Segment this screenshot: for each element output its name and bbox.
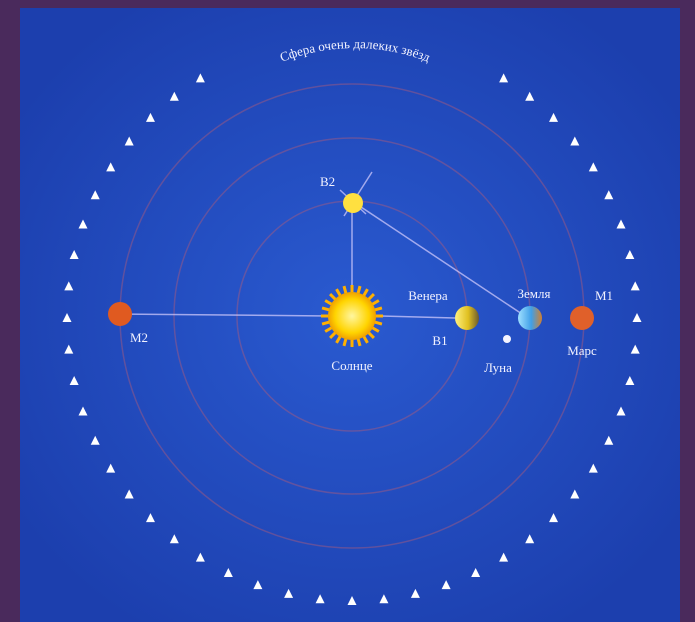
star — [471, 567, 481, 577]
line-sun-venus — [379, 315, 456, 319]
star — [69, 375, 79, 385]
star — [78, 406, 88, 416]
star — [570, 489, 580, 499]
label-m2: М2 — [130, 330, 148, 345]
star — [284, 588, 294, 598]
line-m2-sun — [119, 313, 331, 317]
star — [441, 580, 451, 590]
star — [549, 112, 559, 122]
star — [315, 594, 325, 604]
star — [90, 190, 100, 200]
label-mars: Марс — [567, 343, 597, 358]
star — [625, 250, 635, 260]
star — [630, 344, 640, 354]
line-b2-earth — [354, 202, 526, 317]
star — [223, 567, 233, 577]
star — [588, 162, 598, 172]
star — [630, 281, 640, 291]
star — [499, 73, 509, 83]
label-b1: В1 — [432, 333, 447, 348]
star — [525, 91, 535, 101]
star — [253, 580, 263, 590]
star — [64, 281, 74, 291]
star — [625, 375, 635, 385]
star — [195, 73, 205, 83]
star — [499, 552, 509, 562]
star — [588, 463, 598, 473]
label-sun: Солнце — [331, 358, 372, 373]
star — [106, 463, 116, 473]
star — [145, 513, 155, 523]
star — [570, 136, 580, 146]
mars — [570, 306, 594, 330]
star — [604, 190, 614, 200]
label-moon: Луна — [484, 360, 512, 375]
label-earth: Земля — [518, 286, 551, 301]
star — [69, 250, 79, 260]
label-venus: Венера — [408, 288, 448, 303]
star — [549, 513, 559, 523]
star — [124, 489, 134, 499]
venus — [455, 306, 479, 330]
earth — [518, 306, 542, 330]
star — [616, 219, 626, 229]
star — [64, 344, 74, 354]
star — [169, 534, 179, 544]
mars-m2 — [108, 302, 132, 326]
label-m1: М1 — [595, 288, 613, 303]
star — [616, 406, 626, 416]
star — [90, 435, 100, 445]
star — [169, 91, 179, 101]
label-b2: В2 — [320, 174, 335, 189]
star — [604, 435, 614, 445]
star — [78, 219, 88, 229]
star — [410, 588, 420, 598]
venus-b2 — [343, 193, 363, 213]
star-sphere — [62, 73, 642, 605]
star — [106, 162, 116, 172]
star — [195, 552, 205, 562]
star — [632, 313, 642, 322]
star — [525, 534, 535, 544]
star — [124, 136, 134, 146]
star — [62, 313, 72, 322]
moon — [503, 335, 511, 343]
star — [145, 112, 155, 122]
sun — [328, 292, 376, 340]
star — [379, 594, 389, 604]
sight-lines — [119, 171, 526, 319]
star — [347, 596, 357, 605]
